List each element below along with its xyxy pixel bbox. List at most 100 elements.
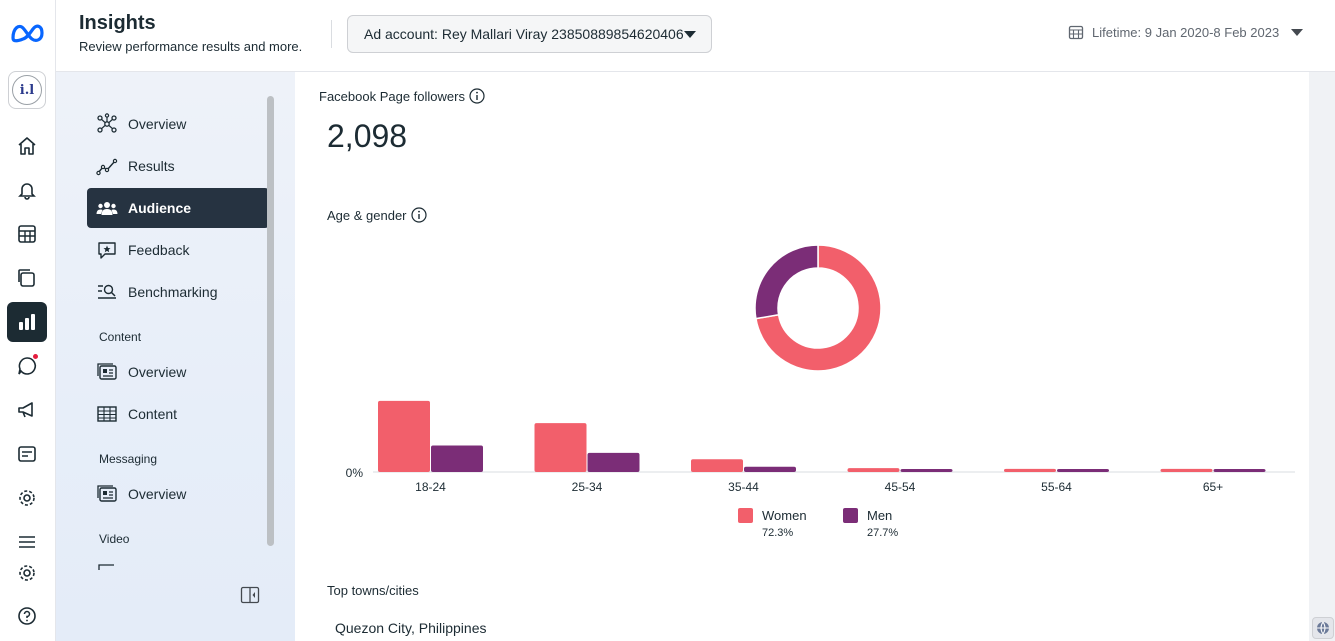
legend-label: Women — [762, 508, 807, 523]
date-range-label: Lifetime: 9 Jan 2020-8 Feb 2023 — [1092, 24, 1280, 40]
nav-item-results[interactable]: Results — [87, 146, 269, 186]
ad-account-dropdown[interactable]: Ad account: Rey Mallari Viray 2385088985… — [347, 15, 712, 53]
nav-item-label: Overview — [128, 116, 187, 132]
legend-swatch-women — [738, 508, 753, 523]
settings-gear-icon[interactable] — [7, 478, 47, 518]
inbox-chat-icon[interactable] — [7, 346, 47, 386]
followers-label-text: Facebook Page followers — [319, 88, 465, 104]
caret-down-icon — [1291, 28, 1304, 36]
legend-swatch-men — [843, 508, 858, 523]
calendar-icon — [1068, 25, 1084, 40]
meta-logo-icon[interactable] — [10, 18, 46, 48]
page-scrollbar-track[interactable] — [1309, 72, 1335, 641]
home-icon[interactable] — [7, 126, 47, 166]
bar-men-18-24[interactable] — [431, 445, 483, 472]
page-subtitle: Review performance results and more. — [79, 39, 303, 54]
nav-item-audience[interactable]: Audience — [87, 188, 269, 228]
ad-account-label: Ad account: Rey Mallari Viray 2385088985… — [364, 26, 684, 42]
info-icon[interactable] — [410, 207, 427, 223]
nav-item-label: Feedback — [128, 242, 190, 258]
insights-bar-chart-icon[interactable] — [7, 302, 47, 342]
age-bar-chart: 18-24 25-34 35-44 45-54 55-64 65+ — [378, 400, 1266, 494]
nav-item-label: Overview — [128, 364, 187, 380]
followers-label: Facebook Page followers — [319, 88, 485, 104]
legend-percentage: 27.7% — [867, 527, 899, 539]
billing-card-icon[interactable] — [7, 434, 47, 474]
notification-dot — [32, 353, 39, 360]
insights-sidebar: Overview Results Audience Feedback Bench… — [56, 72, 295, 641]
nav-item-content[interactable]: Content — [87, 394, 269, 434]
divider — [331, 20, 332, 48]
bar-men-45-54[interactable] — [900, 469, 953, 472]
nav-item-feedback[interactable]: Feedback — [87, 230, 269, 270]
globe-icon[interactable] — [1312, 617, 1334, 639]
nav-section-messaging: Messaging — [99, 452, 158, 466]
bell-icon[interactable] — [7, 170, 47, 210]
overview-graph-icon — [97, 113, 117, 133]
settings-gear-icon[interactable] — [7, 553, 47, 593]
menu-icon[interactable] — [7, 522, 47, 562]
bar-women-35-44[interactable] — [691, 459, 743, 472]
bar-women-18-24[interactable] — [378, 400, 430, 472]
left-rail: i.l — [0, 0, 56, 641]
bar-women-65+[interactable] — [1160, 468, 1213, 472]
legend-item-women: Women 72.3% — [738, 508, 807, 539]
avatar-text: i.l — [12, 75, 42, 105]
help-icon[interactable] — [7, 596, 47, 636]
age-gender-label-text: Age & gender — [327, 207, 407, 223]
content-card-icon — [97, 363, 117, 380]
nav-item-label: Benchmarking — [128, 284, 218, 300]
gender-donut-chart — [754, 244, 882, 372]
info-icon[interactable] — [469, 88, 485, 104]
nav-item-benchmarking[interactable]: Benchmarking — [87, 272, 269, 312]
table-icon[interactable] — [7, 214, 47, 254]
legend-item-men: Men 27.7% — [843, 508, 898, 539]
legend-percentage: 72.3% — [762, 527, 794, 539]
nav-item-label: Content — [128, 406, 178, 422]
sidebar-scrollbar[interactable] — [267, 96, 274, 546]
bar-women-55-64[interactable] — [1004, 468, 1056, 472]
age-gender-charts: 0% 18-24 25-34 35-44 45-54 55-64 65+ — [346, 244, 1295, 494]
x-tick-label: 55-64 — [1041, 480, 1072, 494]
top-towns-label: Top towns/cities — [327, 583, 419, 598]
collapse-sidebar-icon[interactable] — [240, 585, 260, 605]
x-tick-label: 18-24 — [415, 480, 446, 494]
nav-item-label: Overview — [128, 486, 187, 502]
x-tick-label: 35-44 — [728, 480, 759, 494]
nav-item-overview[interactable]: Overview — [87, 104, 269, 144]
nav-item-content-overview[interactable]: Overview — [87, 352, 269, 392]
nav-item-messaging-overview[interactable]: Overview — [87, 474, 269, 514]
people-icon — [96, 202, 118, 215]
followers-count: 2,098 — [327, 118, 408, 154]
y-tick-label: 0% — [346, 466, 364, 480]
video-icon — [98, 564, 114, 570]
age-gender-label: Age & gender — [327, 207, 427, 223]
town-list-item: Quezon City, Philippines — [335, 620, 487, 636]
nav-item-label: Audience — [128, 200, 192, 216]
nav-section-video: Video — [99, 532, 130, 546]
bar-men-55-64[interactable] — [1057, 469, 1109, 472]
donut-slice-men[interactable] — [754, 244, 819, 320]
bar-men-25-34[interactable] — [587, 452, 640, 472]
bar-women-45-54[interactable] — [847, 468, 900, 472]
nav-item-label: Results — [128, 158, 175, 174]
donut-slice-women[interactable] — [755, 244, 882, 372]
x-tick-label: 65+ — [1203, 480, 1223, 494]
nav-section-content: Content — [99, 330, 142, 344]
page-avatar[interactable]: i.l — [8, 71, 46, 109]
page-header: Insights Review performance results and … — [56, 0, 1335, 72]
caret-down-icon — [684, 31, 696, 38]
legend-label: Men — [867, 508, 893, 523]
pages-icon[interactable] — [7, 258, 47, 298]
content-card-icon — [97, 485, 117, 502]
bar-men-65+[interactable] — [1213, 469, 1266, 472]
feedback-star-icon — [98, 242, 116, 259]
bar-men-35-44[interactable] — [744, 466, 796, 472]
date-range-picker[interactable]: Lifetime: 9 Jan 2020-8 Feb 2023 — [1068, 24, 1304, 40]
page-title: Insights — [79, 12, 156, 34]
benchmark-search-icon — [98, 284, 116, 299]
main-content: Facebook Page followers 2,098 Age & gend… — [295, 72, 1309, 641]
bar-women-25-34[interactable] — [534, 423, 587, 472]
x-tick-label: 25-34 — [572, 480, 603, 494]
megaphone-icon[interactable] — [7, 390, 47, 430]
